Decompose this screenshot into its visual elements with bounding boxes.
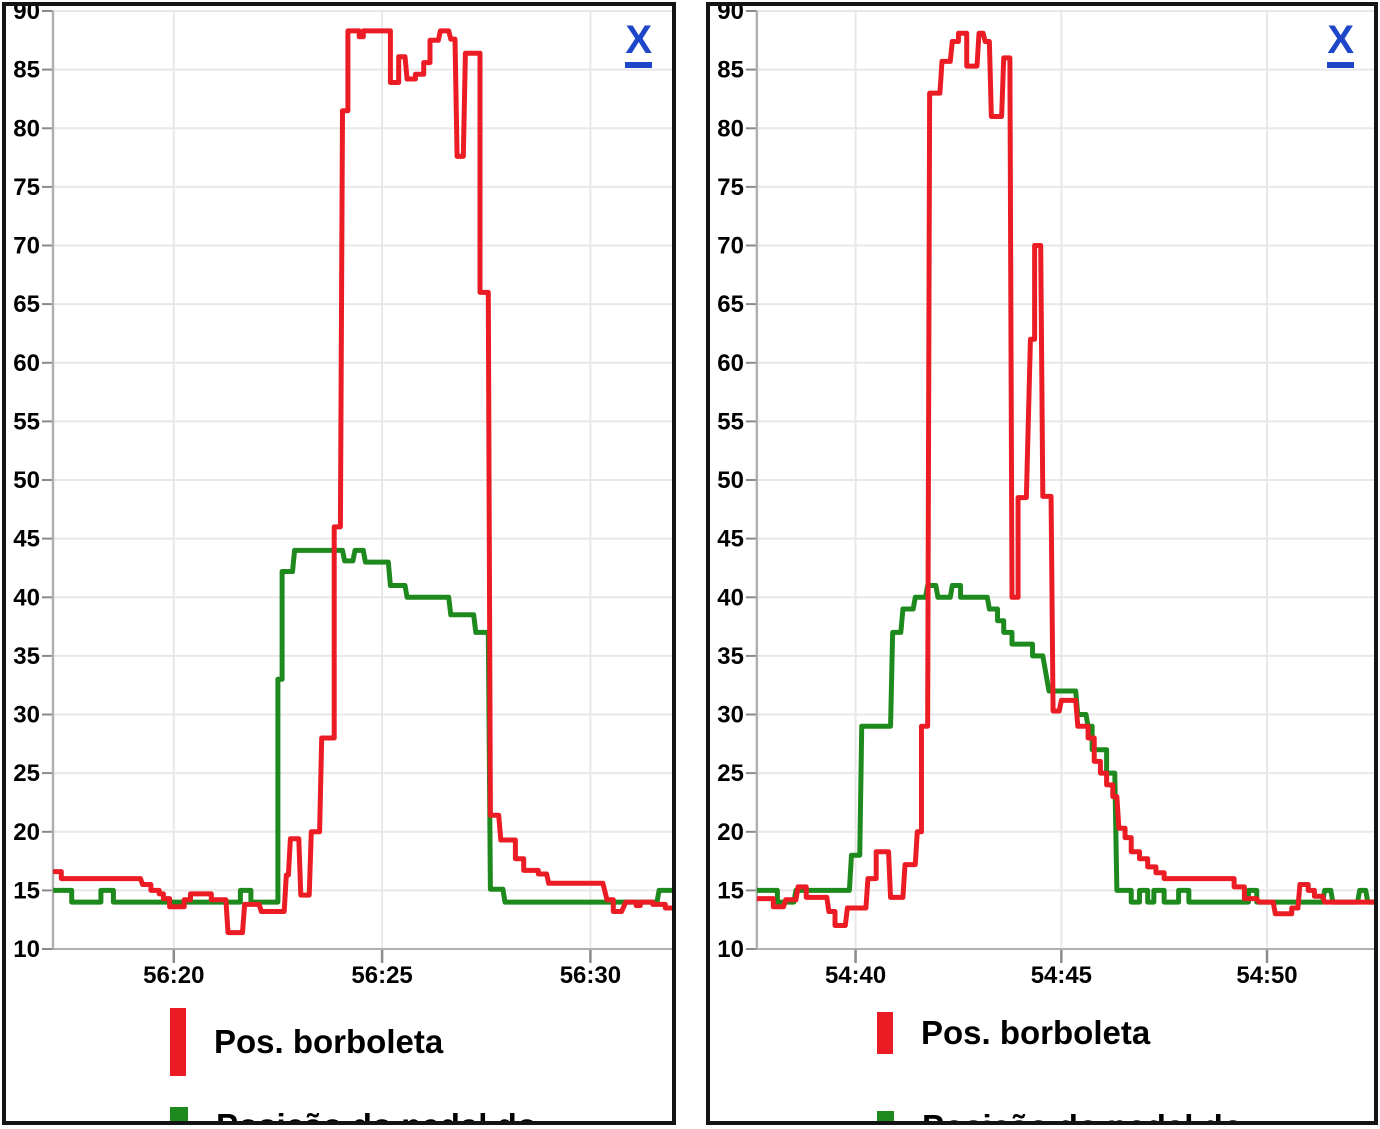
- line-chart-left: 56:20 56:25 56:30 90 85 80 75 70 65 60 55 50 45 40 35 3…: [13, 6, 672, 989]
- x-tick-label: 56:25: [351, 962, 412, 989]
- legend-item-throttle: Pos. borboleta: [877, 1012, 1150, 1054]
- y-tick-label: 10: [13, 936, 40, 963]
- series-line: [53, 547, 672, 905]
- y-tick-label: 20: [13, 819, 40, 846]
- y-tick-label: 20: [717, 819, 744, 846]
- close-chart-button[interactable]: X: [1327, 20, 1354, 68]
- y-tick-label: 45: [13, 526, 40, 553]
- x-tick-label: 54:40: [825, 962, 886, 989]
- x-tick-label: 56:30: [560, 962, 621, 989]
- line-chart-right: 54:40 54:45 54:50 90 85 80 75 70 65 60 55 50 45 40 35 3…: [717, 6, 1374, 989]
- y-tick-label: 85: [717, 57, 744, 84]
- y-tick-label: 80: [13, 115, 40, 142]
- legend-swatch-red: [170, 1008, 186, 1076]
- y-tick-label: 15: [13, 877, 40, 904]
- series-line: [756, 583, 1374, 905]
- y-tick-label: 70: [13, 233, 40, 260]
- series-line: [756, 30, 1374, 928]
- y-tick-label: 85: [13, 57, 40, 84]
- legend-label-pedal: Posição do pedal do: [216, 1107, 537, 1121]
- y-tick-label: 65: [13, 291, 40, 318]
- x-tick-label: 56:20: [143, 962, 204, 989]
- legend-item-pedal: Posição do pedal do: [170, 1093, 537, 1121]
- y-tick-label: 50: [13, 467, 40, 494]
- legend-label-pedal: Posição do pedal do: [922, 1108, 1243, 1121]
- series-line: [53, 28, 672, 936]
- y-tick-label: 30: [13, 702, 40, 729]
- y-tick-label: 55: [13, 408, 40, 435]
- legend-swatch-green: [170, 1107, 188, 1121]
- y-tick-label: 50: [717, 467, 744, 494]
- x-tick-label: 54:45: [1031, 962, 1092, 989]
- legend-label-throttle: Pos. borboleta: [214, 1023, 444, 1060]
- y-tick-label: 65: [717, 291, 744, 318]
- y-tick-label: 60: [717, 350, 744, 377]
- y-tick-label: 55: [717, 408, 744, 435]
- legend-label-throttle: Pos. borboleta: [921, 1014, 1151, 1051]
- y-tick-label: 10: [717, 936, 744, 963]
- y-tick-label: 45: [717, 526, 744, 553]
- y-tick-label: 35: [717, 643, 744, 670]
- chart-panel-left: 56:20 56:25 56:30 90 85 80 75 70 65 60 55 50 45 40 35 3…: [2, 2, 676, 1125]
- y-tick-label: 90: [13, 6, 40, 25]
- y-tick-label: 40: [717, 584, 744, 611]
- y-tick-label: 40: [13, 584, 40, 611]
- y-tick-label: 25: [717, 760, 744, 787]
- y-tick-label: 30: [717, 701, 744, 728]
- legend-swatch-red: [877, 1012, 893, 1054]
- y-tick-label: 75: [13, 174, 40, 201]
- y-tick-label: 25: [13, 760, 40, 787]
- x-tick-label: 54:50: [1236, 962, 1297, 989]
- y-tick-label: 70: [717, 232, 744, 259]
- chart-panel-right: 54:40 54:45 54:50 90 85 80 75 70 65 60 55 50 45 40 35 3…: [706, 2, 1378, 1125]
- legend-item-pedal: Posição do pedal do: [877, 1099, 1243, 1121]
- y-tick-label: 60: [13, 350, 40, 377]
- y-tick-label: 35: [13, 643, 40, 670]
- y-tick-label: 15: [717, 877, 744, 904]
- close-chart-button[interactable]: X: [625, 20, 652, 68]
- y-tick-label: 80: [717, 115, 744, 142]
- y-tick-label: 75: [717, 174, 744, 201]
- y-tick-label: 90: [717, 6, 744, 25]
- legend-swatch-green: [877, 1111, 894, 1121]
- legend-item-throttle: Pos. borboleta: [170, 1008, 443, 1076]
